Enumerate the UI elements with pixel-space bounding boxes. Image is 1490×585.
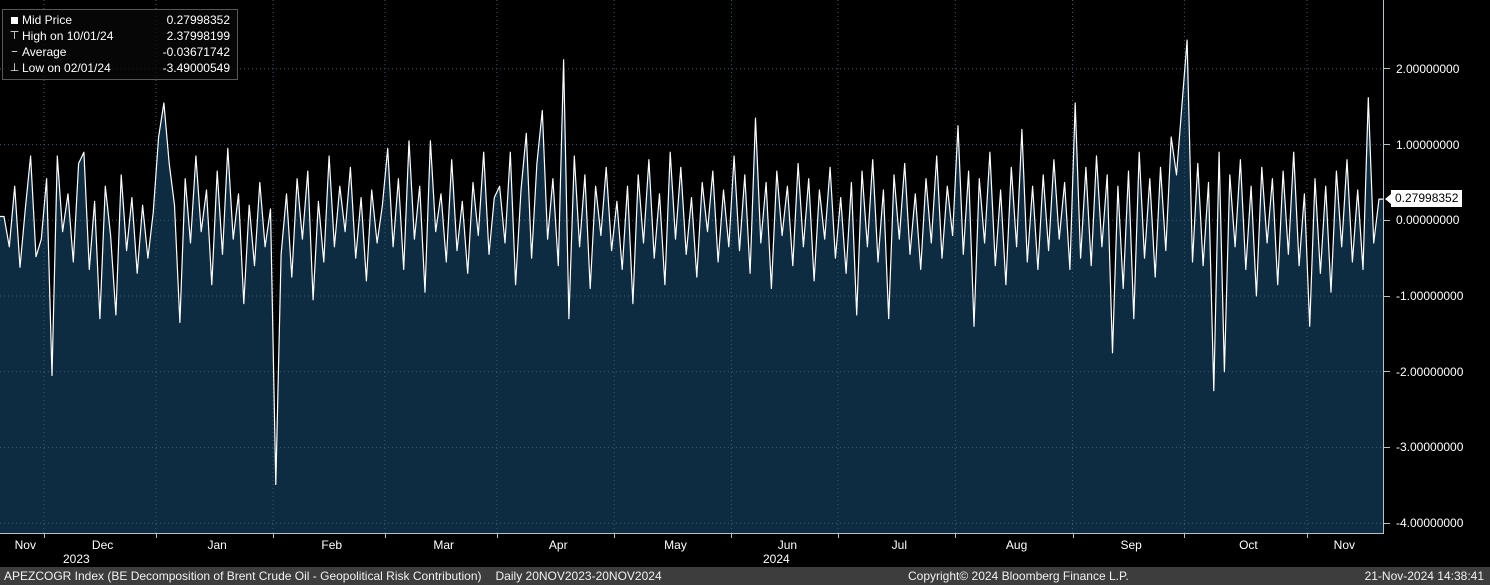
y-axis-tick (1384, 68, 1390, 70)
footer-period: Daily 20NOV2023-20NOV2024 (495, 569, 662, 583)
x-axis-month-label: Jul (891, 538, 908, 552)
x-axis-year-label: 2024 (763, 552, 790, 566)
legend-row-high[interactable]: High on 10/01/24 2.37998199 (7, 28, 230, 44)
legend-row-average[interactable]: Average -0.03671742 (7, 44, 230, 60)
last-price-tag: 0.27998352 (1385, 190, 1463, 208)
x-axis-tick (731, 534, 733, 538)
x-axis-tick (838, 534, 840, 538)
legend-label: Low on 02/01/24 (22, 61, 111, 75)
y-axis-label: 1.00000000 (1396, 137, 1460, 152)
x-axis-tick (385, 534, 387, 538)
footer-copyright: Copyright© 2024 Bloomberg Finance L.P. (908, 569, 1129, 583)
y-axis-tick (1384, 295, 1390, 297)
footer-instrument: APEZCOGR Index (BE Decomposition of Bren… (4, 569, 482, 583)
legend-label: High on 10/01/24 (22, 29, 114, 43)
legend-row-mid-price[interactable]: Mid Price 0.27998352 (7, 12, 230, 28)
y-axis-label: 2.00000000 (1396, 61, 1460, 76)
average-marker-icon (7, 47, 22, 57)
x-axis-month-label: Nov (1333, 538, 1356, 552)
y-axis-tick (1384, 219, 1390, 221)
y-axis-label: -4.00000000 (1396, 516, 1464, 531)
x-axis-month-label: Jan (207, 538, 227, 552)
x-axis-tick (496, 534, 498, 538)
x-axis: Nov Dec Jan Feb Mar Apr May Jun Jul Aug Sep Oct Nov 2… (0, 534, 1384, 567)
x-axis-tick (1184, 534, 1186, 538)
legend-value: -0.03671742 (162, 45, 230, 59)
x-axis-month-label: Oct (1239, 538, 1258, 552)
legend-label: Mid Price (22, 13, 73, 27)
x-axis-tick (614, 534, 616, 538)
footer-timestamp: 21-Nov-2024 14:38:41 (1364, 569, 1484, 583)
legend-row-low[interactable]: Low on 02/01/24 -3.49000549 (7, 60, 230, 76)
x-axis-month-label: Feb (321, 538, 343, 552)
high-marker-icon (7, 31, 22, 41)
x-axis-tick (1307, 534, 1309, 538)
y-axis-label: -3.00000000 (1396, 440, 1464, 455)
x-axis-tick (273, 534, 275, 538)
chart-legend[interactable]: Mid Price 0.27998352 High on 10/01/24 2.… (2, 9, 238, 80)
x-axis-tick (1072, 534, 1074, 538)
x-axis-month-label: Sep (1120, 538, 1142, 552)
footer-instrument-block: APEZCOGR Index (BE Decomposition of Bren… (4, 567, 662, 585)
y-axis: 2.00000000 1.00000000 0.00000000 -1.0000000… (1384, 0, 1490, 534)
legend-label: Average (22, 45, 67, 59)
x-axis-tick (955, 534, 957, 538)
status-bar: APEZCOGR Index (BE Decomposition of Bren… (0, 567, 1490, 585)
last-price-pointer-icon (1385, 193, 1391, 204)
x-axis-month-label: Apr (548, 538, 568, 552)
x-axis-tick (155, 534, 157, 538)
x-axis-month-label: Nov (14, 538, 36, 552)
y-axis-tick (1384, 371, 1390, 373)
x-axis-month-label: Mar (433, 538, 454, 552)
low-marker-icon (7, 63, 22, 73)
x-axis-tick (43, 534, 45, 538)
x-axis-month-label: Dec (91, 538, 114, 552)
y-axis-label: -1.00000000 (1396, 289, 1464, 304)
y-axis-label: -2.00000000 (1396, 364, 1464, 379)
y-axis-tick (1384, 522, 1390, 524)
y-axis-label: 0.00000000 (1396, 213, 1460, 228)
legend-value: -3.49000549 (162, 61, 230, 75)
y-axis-tick (1384, 446, 1390, 448)
y-axis-tick (1384, 144, 1390, 146)
x-axis-month-label: May (664, 538, 687, 552)
legend-value: 2.37998199 (166, 29, 230, 43)
chart-plot-area[interactable]: Mid Price 0.27998352 High on 10/01/24 2.… (0, 0, 1384, 534)
price-line-chart (0, 0, 1383, 533)
mid-price-square-icon (7, 17, 22, 24)
x-axis-month-label: Aug (1005, 538, 1028, 552)
x-axis-year-label: 2023 (63, 552, 90, 566)
legend-value: 0.27998352 (166, 13, 230, 27)
x-axis-month-label: Jun (777, 538, 798, 552)
last-price-value: 0.27998352 (1391, 190, 1463, 208)
